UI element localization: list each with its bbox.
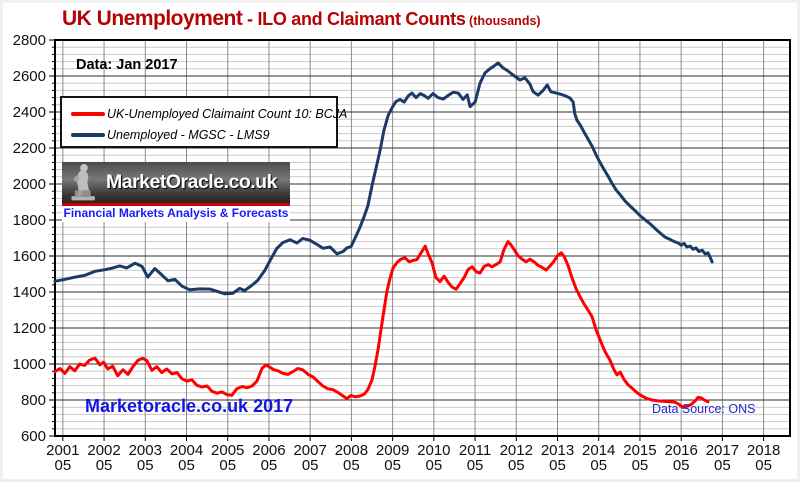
logo-stripe <box>62 203 290 206</box>
logo-banner: MarketOracle.co.uk <box>62 162 290 203</box>
y-tick-label: 1000 <box>13 356 46 373</box>
y-tick-label: 2400 <box>13 104 46 121</box>
watermark-text: Marketoracle.co.uk 2017 <box>85 396 294 416</box>
thinker-statue-icon <box>71 164 95 201</box>
x-tick-label: 2016 05 <box>664 442 697 474</box>
x-tick-label: 2001 05 <box>46 442 79 474</box>
x-tick-label: 2009 05 <box>376 442 409 474</box>
legend-item-claimant: UK-Unemployed Claimaint Count 10: BCJA <box>71 103 347 124</box>
legend-label-ilo: Unemployed - MGSC - LMS9 <box>107 127 270 142</box>
x-tick-label: 2018 05 <box>747 442 780 474</box>
claimant-line-swatch <box>71 111 105 116</box>
marketoracle-logo: MarketOracle.co.uk Financial Markets Ana… <box>62 162 290 222</box>
title-unit: (thousands) <box>465 14 541 28</box>
y-tick-label: 2000 <box>13 176 46 193</box>
x-tick-label: 2012 05 <box>500 442 533 474</box>
x-tick-label: 2015 05 <box>623 442 656 474</box>
x-tick-label: 2011 05 <box>459 442 491 474</box>
claimant-series-line <box>53 240 710 410</box>
x-tick-label: 2017 05 <box>706 442 739 474</box>
logo-title: MarketOracle.co.uk <box>106 171 277 193</box>
plot-frame <box>54 39 791 437</box>
x-tick-label: 2003 05 <box>129 442 162 474</box>
data-date-label: Data: Jan 2017 <box>76 57 178 73</box>
x-tick-label: 2004 05 <box>170 442 203 474</box>
y-tick-label: 1400 <box>13 284 46 301</box>
x-tick-label: 2006 05 <box>252 442 285 474</box>
data-source-label: Data Source: ONS <box>652 402 756 416</box>
x-tick-label: 2014 05 <box>582 442 615 474</box>
chart-legend: UK-Unemployed Claimaint Count 10: BCJA U… <box>60 96 347 148</box>
grid-minor-horizontal <box>55 46 790 430</box>
legend-item-ilo: Unemployed - MGSC - LMS9 <box>71 124 336 145</box>
x-tick-label: 2008 05 <box>335 442 368 474</box>
y-tick-label: 1600 <box>13 248 46 265</box>
page-title: UK Unemployment - ILO and Claimant Count… <box>62 7 541 31</box>
title-sub: - ILO and Claimant Counts <box>242 9 466 29</box>
y-tick-label: 2800 <box>13 32 46 49</box>
y-tick-label: 2200 <box>13 140 46 157</box>
ilo-line-swatch <box>71 132 105 137</box>
y-tick-label: 800 <box>21 392 46 409</box>
y-tick-label: 2600 <box>13 68 46 85</box>
x-tick-label: 2002 05 <box>87 442 120 474</box>
y-axis: 600 800 1000 1200 1400 1600 1800 2000 2200 2400 26… <box>13 32 55 445</box>
x-tick-label: 2005 05 <box>211 442 244 474</box>
x-tick-label: 2013 05 <box>541 442 574 474</box>
legend-label-claimant: UK-Unemployed Claimaint Count 10: BCJA <box>107 106 348 121</box>
title-main: UK Unemployment <box>62 7 243 30</box>
y-tick-label: 1200 <box>13 320 46 337</box>
ilo-series-line <box>53 61 714 296</box>
x-tick-label: 2007 05 <box>293 442 326 474</box>
logo-tagline: Financial Markets Analysis & Forecasts <box>62 206 290 222</box>
y-tick-label: 1800 <box>13 212 46 229</box>
x-tick-label: 2010 05 <box>417 442 450 474</box>
y-tick-label: 600 <box>21 428 46 445</box>
